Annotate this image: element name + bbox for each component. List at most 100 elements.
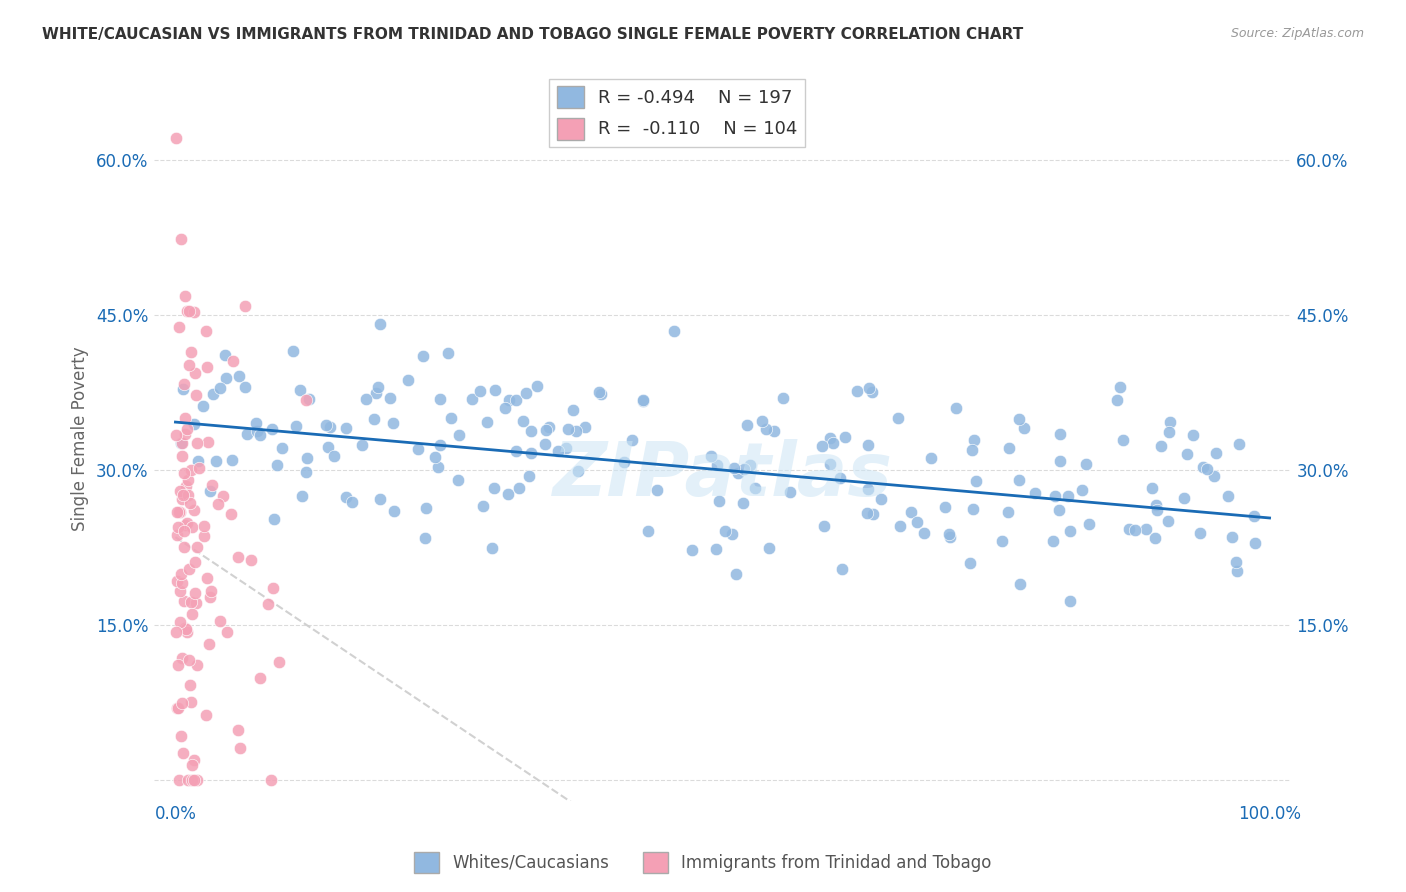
Point	[173, 517, 195, 532]
Point	[288, 383, 311, 397]
Point	[991, 533, 1014, 548]
Point	[706, 458, 728, 472]
Point	[188, 460, 211, 475]
Point	[704, 542, 727, 557]
Point	[889, 518, 911, 533]
Point	[211, 489, 233, 503]
Point	[721, 527, 744, 541]
Point	[1118, 522, 1140, 536]
Point	[945, 401, 967, 416]
Point	[408, 442, 430, 456]
Point	[413, 531, 436, 545]
Point	[645, 483, 668, 497]
Point	[367, 380, 389, 394]
Point	[429, 392, 451, 407]
Point	[709, 494, 731, 508]
Point	[186, 657, 208, 672]
Point	[1108, 380, 1130, 394]
Point	[738, 458, 761, 473]
Point	[498, 487, 520, 501]
Point	[1078, 517, 1101, 532]
Point	[173, 486, 195, 500]
Point	[169, 505, 191, 519]
Point	[744, 481, 766, 495]
Point	[298, 392, 321, 406]
Point	[180, 520, 202, 534]
Point	[574, 420, 596, 434]
Point	[631, 393, 654, 408]
Point	[547, 444, 569, 458]
Point	[172, 382, 194, 396]
Point	[1024, 485, 1046, 500]
Point	[180, 694, 202, 708]
Legend: Whites/Caucasians, Immigrants from Trinidad and Tobago: Whites/Caucasians, Immigrants from Trini…	[408, 846, 998, 880]
Point	[723, 460, 745, 475]
Point	[1049, 454, 1071, 468]
Point	[177, 304, 200, 318]
Point	[368, 492, 391, 507]
Point	[172, 746, 194, 760]
Point	[249, 427, 271, 442]
Point	[779, 484, 801, 499]
Point	[350, 438, 373, 452]
Point	[215, 624, 238, 639]
Point	[962, 501, 984, 516]
Point	[271, 442, 294, 456]
Point	[166, 528, 188, 542]
Point	[482, 481, 505, 495]
Point	[166, 505, 188, 519]
Point	[751, 414, 773, 428]
Point	[959, 556, 981, 570]
Point	[221, 508, 243, 522]
Point	[681, 542, 703, 557]
Point	[193, 399, 215, 413]
Point	[536, 423, 558, 437]
Point	[856, 438, 879, 452]
Point	[177, 487, 200, 501]
Point	[166, 701, 188, 715]
Point	[1226, 564, 1249, 578]
Point	[637, 524, 659, 538]
Point	[1112, 433, 1135, 447]
Point	[183, 772, 205, 787]
Point	[177, 772, 200, 787]
Point	[208, 615, 231, 629]
Point	[1135, 522, 1157, 536]
Point	[762, 425, 785, 439]
Point	[700, 449, 723, 463]
Point	[170, 651, 193, 665]
Point	[165, 130, 187, 145]
Point	[621, 434, 644, 448]
Point	[858, 482, 880, 496]
Point	[235, 427, 257, 442]
Point	[382, 504, 405, 518]
Point	[754, 422, 776, 436]
Point	[447, 473, 470, 487]
Point	[180, 345, 202, 359]
Point	[1107, 393, 1129, 408]
Point	[900, 505, 922, 519]
Point	[233, 380, 256, 394]
Point	[1227, 436, 1250, 450]
Point	[207, 497, 229, 511]
Point	[920, 450, 942, 465]
Point	[813, 519, 835, 533]
Point	[1144, 498, 1167, 512]
Point	[176, 516, 198, 530]
Point	[201, 478, 224, 492]
Point	[534, 437, 557, 451]
Point	[565, 424, 588, 438]
Point	[200, 583, 222, 598]
Point	[727, 466, 749, 480]
Point	[415, 500, 437, 515]
Y-axis label: Single Female Poverty: Single Female Poverty	[72, 347, 89, 532]
Point	[960, 442, 983, 457]
Point	[318, 420, 340, 434]
Point	[198, 590, 221, 604]
Point	[508, 481, 530, 495]
Point	[1157, 514, 1180, 528]
Point	[1146, 503, 1168, 517]
Point	[440, 410, 463, 425]
Point	[195, 571, 218, 585]
Point	[938, 527, 960, 541]
